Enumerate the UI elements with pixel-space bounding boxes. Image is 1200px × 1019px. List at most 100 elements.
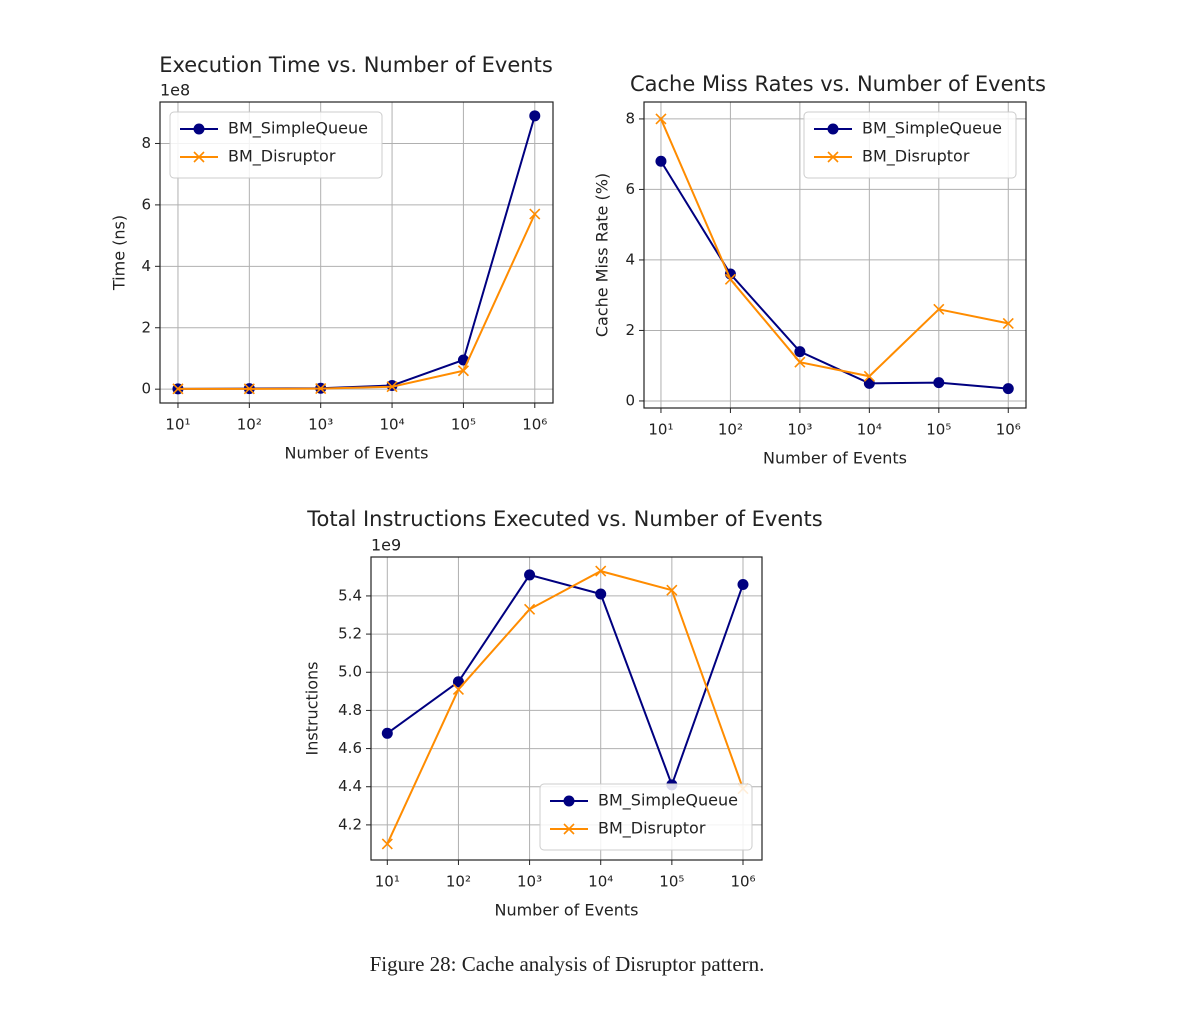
x-tick-label: 10² xyxy=(718,421,743,439)
x-tick-label: 10⁴ xyxy=(380,416,405,434)
marker xyxy=(381,838,393,850)
marker xyxy=(457,365,469,377)
y-tick-label: 6 xyxy=(141,195,151,213)
x-tick-label: 10¹ xyxy=(165,416,190,434)
marker xyxy=(737,578,749,590)
marker xyxy=(386,381,398,393)
marker xyxy=(863,377,875,389)
marker xyxy=(666,584,678,596)
y-tick-label: 6 xyxy=(625,180,635,198)
y-tick-label: 4.6 xyxy=(338,739,362,757)
x-axis-label: Number of Events xyxy=(284,444,428,463)
y-tick-label: 4.4 xyxy=(338,777,362,795)
offset-label: 1e8 xyxy=(160,81,190,100)
marker xyxy=(452,676,464,688)
legend-label: BM_SimpleQueue xyxy=(862,119,1002,139)
marker xyxy=(452,683,465,695)
marker xyxy=(724,273,736,285)
legend-label: BM_Disruptor xyxy=(862,147,970,167)
series-line xyxy=(177,213,536,390)
x-axis-label: Number of Events xyxy=(763,449,907,468)
marker xyxy=(794,356,806,368)
legend-marker xyxy=(193,151,205,163)
x-axis-label: Number of Events xyxy=(494,901,638,920)
legend-box xyxy=(539,783,753,851)
y-tick-label: 8 xyxy=(625,109,635,127)
legend-marker xyxy=(827,151,839,163)
offset-label: 1e9 xyxy=(371,536,401,555)
legend-label: BM_SimpleQueue xyxy=(598,791,738,811)
x-tick-label: 10⁴ xyxy=(588,873,613,891)
x-tick-label: 10⁵ xyxy=(926,421,951,439)
marker xyxy=(381,727,393,739)
chart-title: Total Instructions Executed vs. Number o… xyxy=(306,507,822,531)
marker xyxy=(529,208,541,220)
marker xyxy=(933,377,945,389)
plot-frame xyxy=(643,101,1027,409)
legend-marker xyxy=(827,123,839,135)
y-tick-label: 0 xyxy=(625,391,635,409)
y-tick-label: 4.8 xyxy=(338,701,362,719)
marker xyxy=(655,113,667,125)
marker xyxy=(172,383,184,395)
legend-label: BM_Disruptor xyxy=(228,147,336,167)
marker xyxy=(243,383,255,395)
marker xyxy=(1002,317,1014,329)
y-tick-label: 5.4 xyxy=(338,586,362,604)
x-tick-label: 10¹ xyxy=(648,421,673,439)
x-tick-label: 10² xyxy=(446,873,471,891)
legend-label: BM_Disruptor xyxy=(598,819,706,839)
x-tick-label: 10⁵ xyxy=(659,873,684,891)
marker xyxy=(386,379,398,391)
legend-marker xyxy=(193,123,205,135)
marker xyxy=(524,603,536,615)
plot-frame xyxy=(370,556,763,861)
y-axis-label: Instructions xyxy=(303,662,322,756)
x-tick-label: 10³ xyxy=(787,421,812,439)
legend-marker xyxy=(563,823,575,835)
y-tick-label: 4 xyxy=(625,250,635,268)
y-tick-label: 2 xyxy=(141,318,151,336)
chart-title: Execution Time vs. Number of Events xyxy=(159,53,553,77)
marker xyxy=(529,110,541,122)
marker xyxy=(863,370,875,382)
marker xyxy=(655,155,667,167)
y-axis-label: Cache Miss Rate (%) xyxy=(593,173,612,337)
x-tick-label: 10² xyxy=(237,416,262,434)
series-line xyxy=(660,160,1009,390)
x-tick-label: 10⁶ xyxy=(996,421,1021,439)
plot-frame xyxy=(159,101,554,404)
x-tick-label: 10³ xyxy=(308,416,333,434)
marker xyxy=(315,382,327,395)
x-tick-label: 10⁴ xyxy=(857,421,882,439)
chart-title: Cache Miss Rates vs. Number of Events xyxy=(630,72,1046,96)
marker xyxy=(794,346,806,358)
x-tick-label: 10⁶ xyxy=(730,873,755,891)
x-tick-label: 10¹ xyxy=(375,873,400,891)
x-tick-label: 10⁶ xyxy=(522,416,547,434)
series-line xyxy=(386,570,744,845)
legend-box xyxy=(169,111,383,179)
y-tick-label: 4.2 xyxy=(338,815,362,833)
x-tick-label: 10³ xyxy=(517,873,542,891)
marker xyxy=(933,303,945,315)
y-tick-label: 5.0 xyxy=(338,663,362,681)
legend-box xyxy=(803,111,1017,179)
y-tick-label: 0 xyxy=(141,380,151,398)
marker xyxy=(524,569,536,581)
y-axis-label: Time (ns) xyxy=(110,215,129,291)
marker xyxy=(595,588,607,600)
legend-label: BM_SimpleQueue xyxy=(228,119,368,139)
legend-marker xyxy=(563,795,575,807)
y-tick-label: 2 xyxy=(625,321,635,339)
series-line xyxy=(386,573,744,788)
x-tick-label: 10⁵ xyxy=(451,416,476,434)
marker xyxy=(1002,383,1014,395)
y-tick-label: 5.2 xyxy=(338,625,362,643)
y-tick-label: 4 xyxy=(141,257,151,275)
y-tick-label: 8 xyxy=(141,134,151,152)
caption: Figure 28: Cache analysis of Disruptor p… xyxy=(370,952,765,976)
marker xyxy=(595,565,607,577)
